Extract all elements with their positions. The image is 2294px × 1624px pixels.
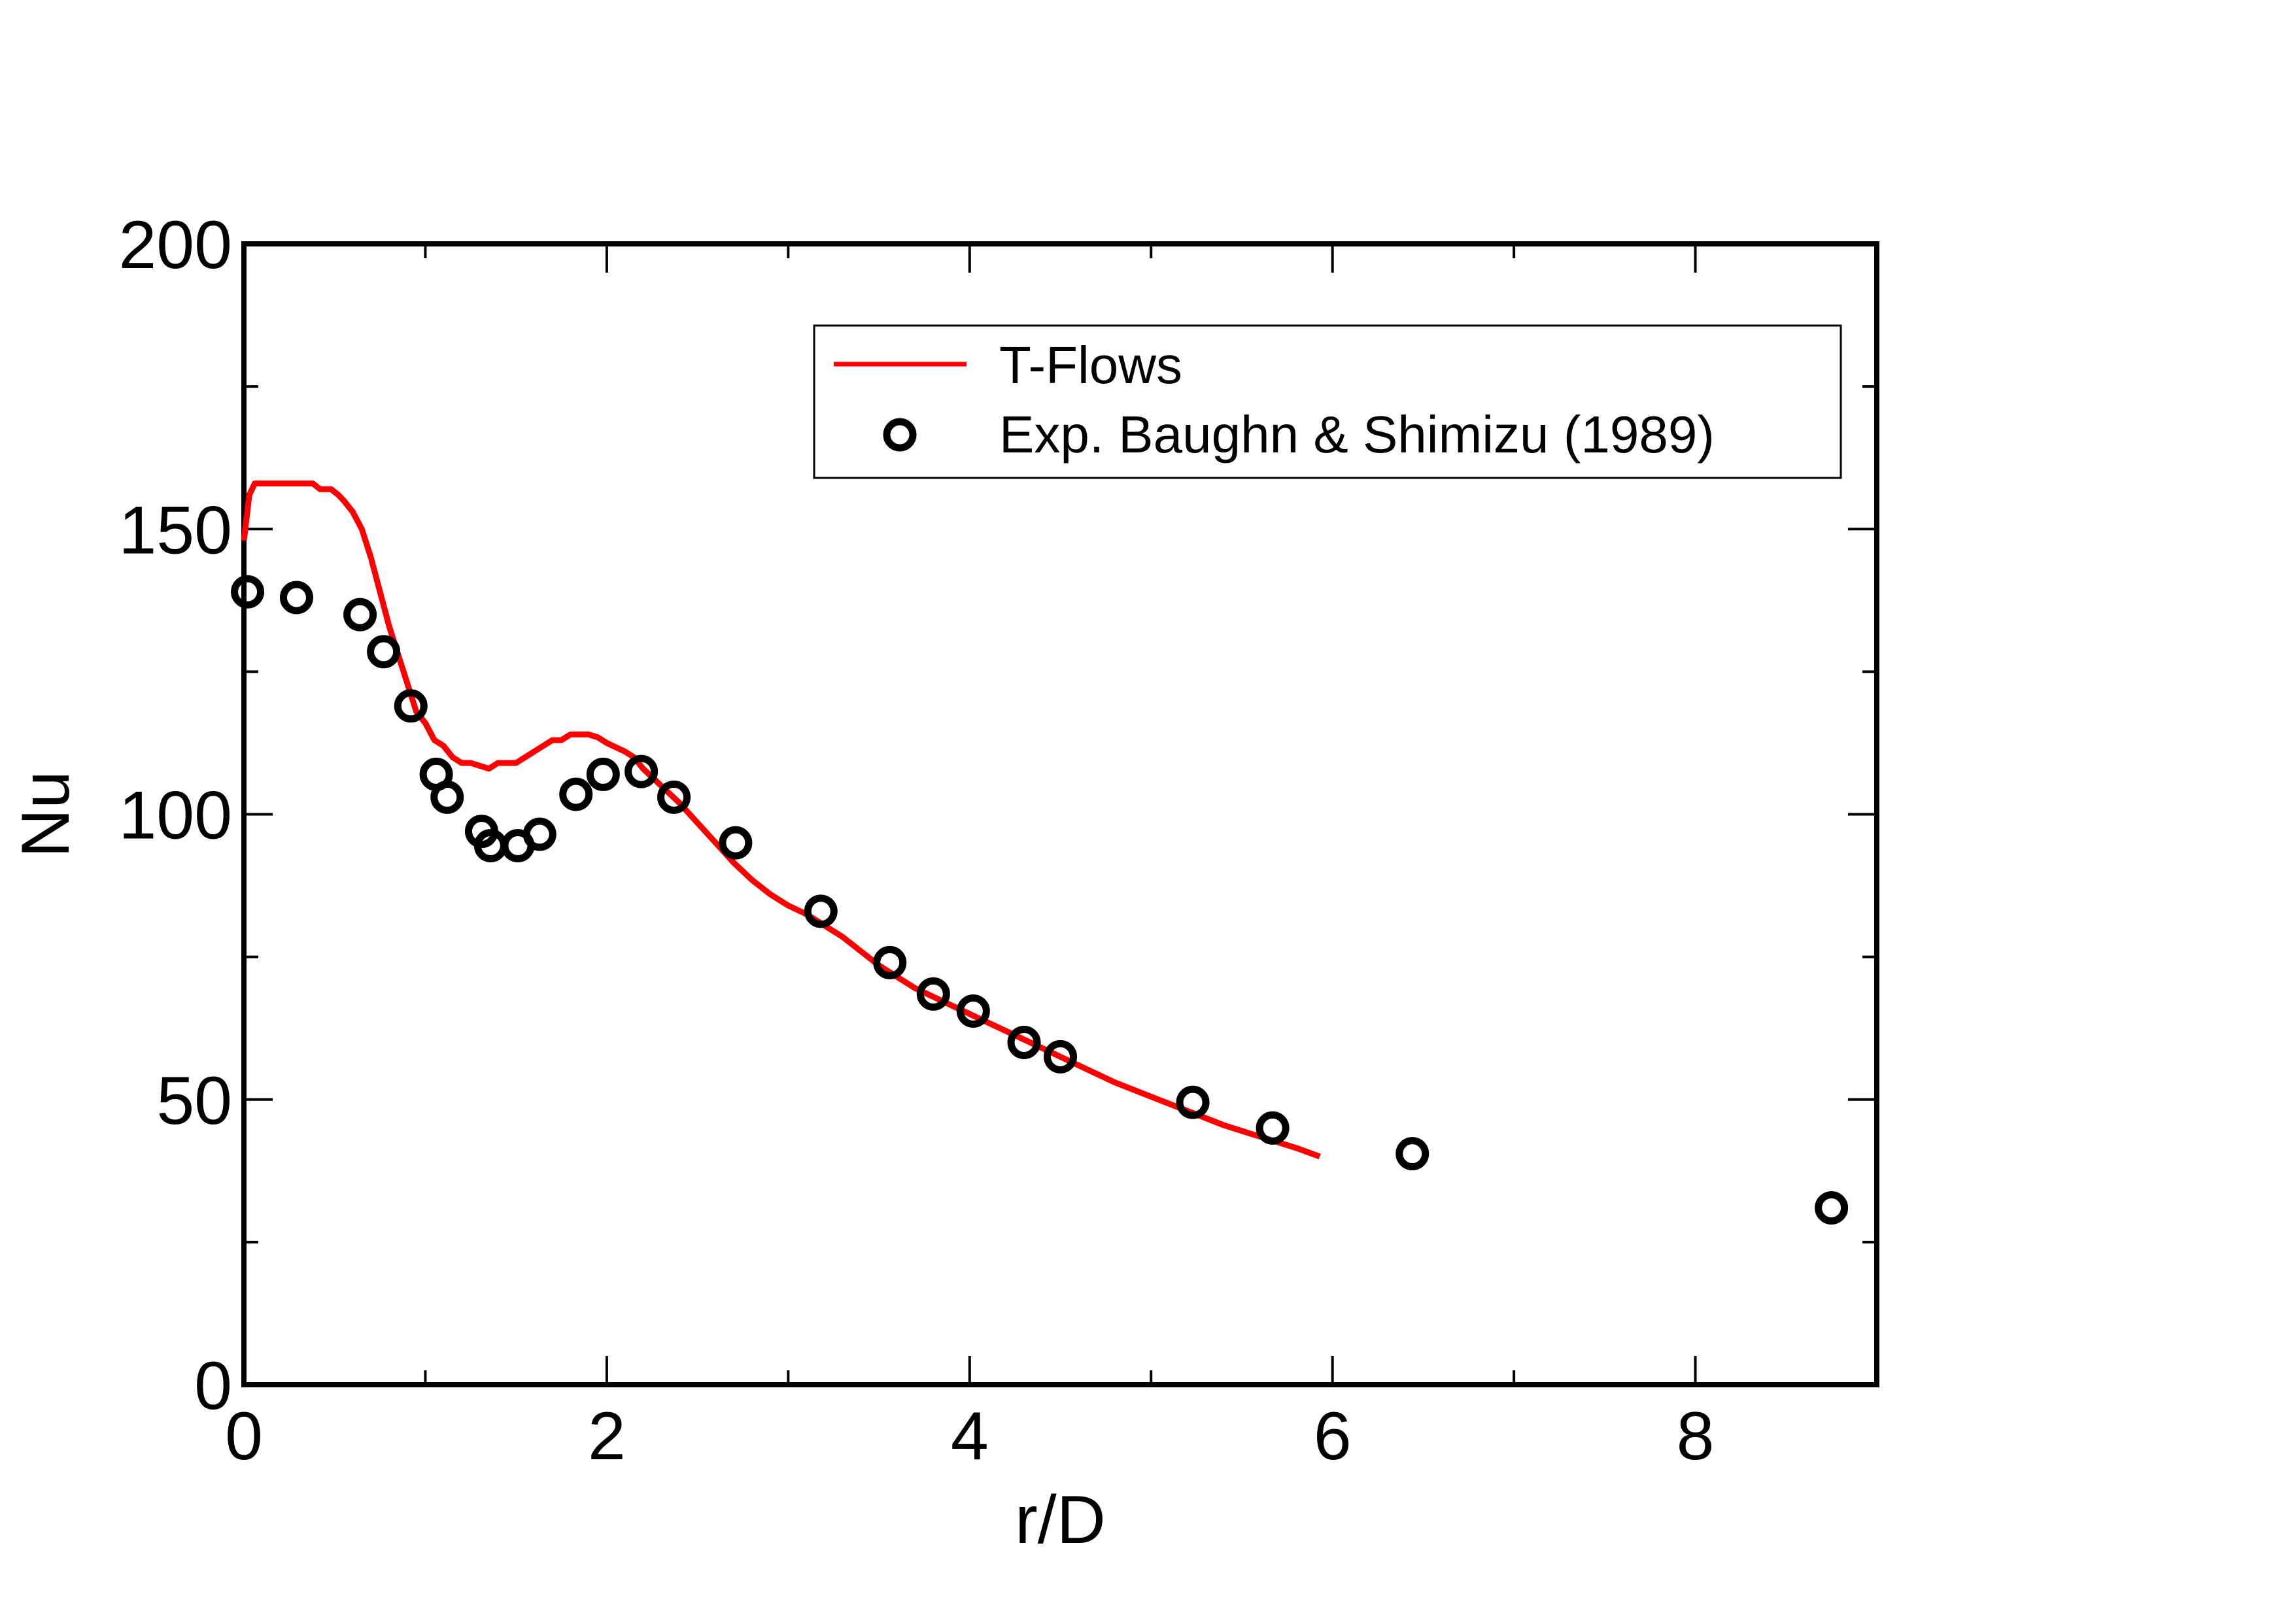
data-point-experiment <box>430 780 464 814</box>
x-tick-label: 8 <box>1677 1398 1715 1474</box>
data-point-experiment <box>586 757 620 791</box>
data-point-experiment <box>1395 1137 1429 1171</box>
legend-label-experiment: Exp. Baughn & Shimizu (1989) <box>999 405 1715 464</box>
data-point-experiment <box>394 689 428 723</box>
axis-ticks: 0 2 4 6 8 0 50 100 150 200 <box>118 207 1878 1474</box>
data-point-experiment <box>873 945 907 979</box>
legend-marker-sample <box>883 418 917 452</box>
data-point-experiment <box>1044 1040 1077 1074</box>
data-point-experiment <box>956 994 990 1028</box>
data-point-experiment <box>1176 1085 1210 1119</box>
x-tick-label: 2 <box>588 1398 626 1474</box>
data-point-experiment <box>625 754 659 788</box>
data-point-experiment <box>804 894 838 928</box>
legend-label-t-flows: T-Flows <box>999 336 1182 394</box>
data-point-experiment <box>522 817 556 851</box>
series-layer <box>231 481 1849 1225</box>
data-point-experiment <box>1815 1191 1849 1225</box>
legend: T-Flows Exp. Baughn & Shimizu (1989) <box>813 324 1842 479</box>
y-axis-label: Nu <box>8 771 84 858</box>
data-point-experiment <box>1007 1026 1041 1059</box>
x-tick-label: 6 <box>1314 1398 1352 1474</box>
data-point-experiment <box>719 826 753 860</box>
y-tick-label: 150 <box>118 492 232 568</box>
y-tick-label: 0 <box>194 1348 232 1424</box>
data-point-experiment <box>559 777 593 811</box>
y-tick-label: 200 <box>118 207 232 283</box>
data-point-experiment <box>231 575 265 609</box>
x-tick-label: 4 <box>951 1398 989 1474</box>
y-tick-label: 100 <box>118 778 232 854</box>
series-line-t-flows <box>241 481 1321 1160</box>
y-tick-label: 50 <box>156 1063 232 1139</box>
data-point-experiment <box>279 581 313 615</box>
data-point-experiment <box>916 977 950 1011</box>
data-point-experiment <box>657 780 691 814</box>
data-point-experiment <box>1256 1111 1290 1145</box>
data-point-experiment <box>343 598 377 632</box>
legend-box <box>813 324 1842 479</box>
x-tick-label: 0 <box>225 1398 263 1474</box>
data-point-experiment <box>367 635 401 669</box>
x-axis-label: r/D <box>1015 1482 1106 1558</box>
axis-labels: r/D Nu <box>8 771 1106 1558</box>
